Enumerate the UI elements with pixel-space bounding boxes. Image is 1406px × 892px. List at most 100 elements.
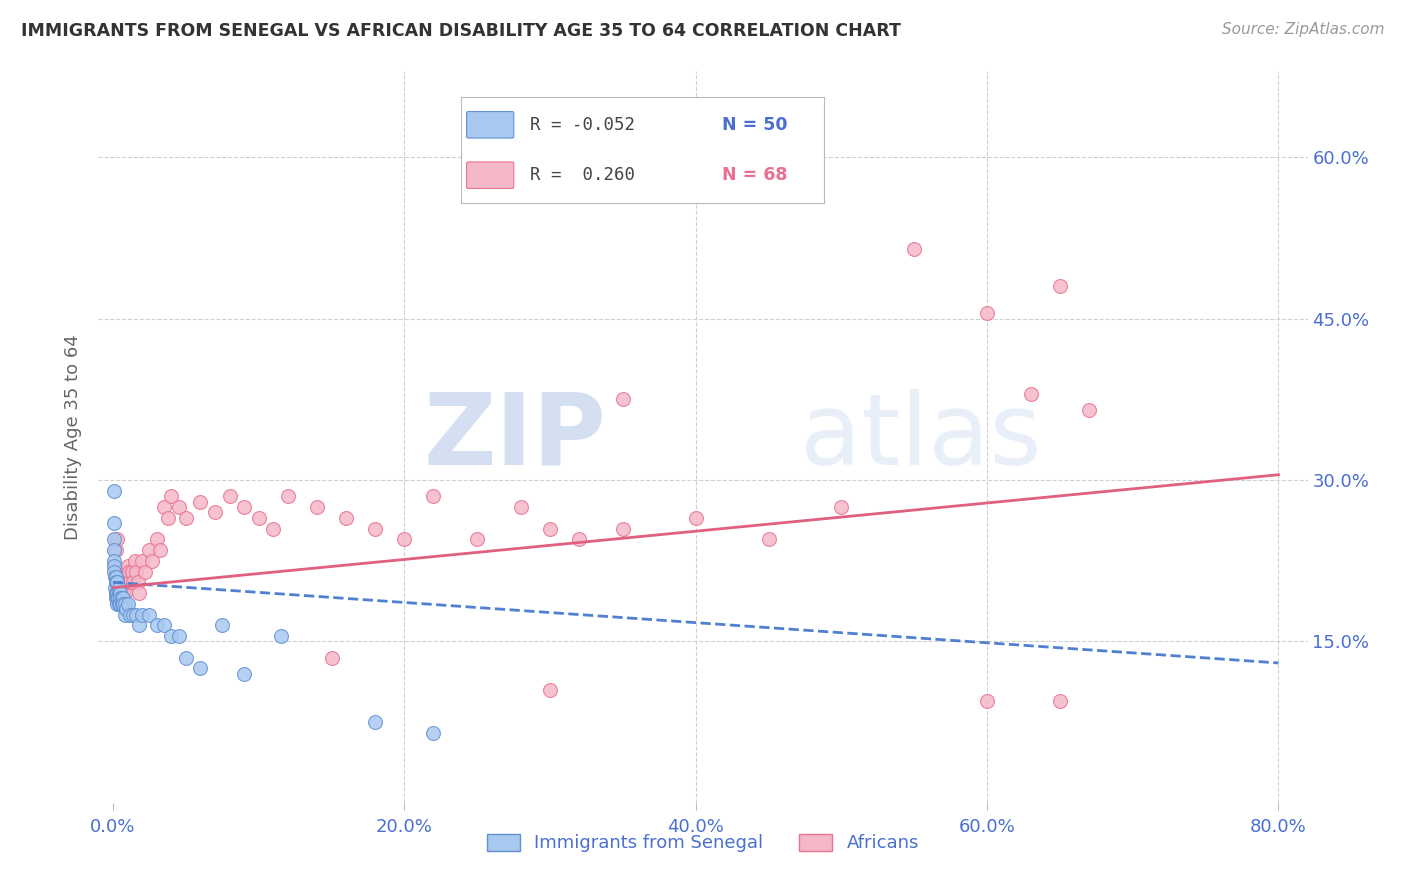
Point	[568, 533, 591, 547]
Point	[167, 629, 190, 643]
Point	[262, 521, 284, 535]
Point	[115, 602, 138, 616]
Point	[612, 521, 634, 535]
Point	[131, 607, 153, 622]
Point	[167, 500, 190, 514]
Point	[112, 597, 135, 611]
Point	[145, 533, 167, 547]
Point	[1049, 279, 1071, 293]
Point	[538, 682, 561, 697]
Point	[121, 565, 143, 579]
Text: ZIP: ZIP	[423, 389, 606, 485]
Point	[105, 597, 128, 611]
Point	[160, 489, 183, 503]
Point	[903, 242, 925, 256]
Point	[108, 581, 131, 595]
Point	[127, 575, 149, 590]
Point	[108, 586, 131, 600]
Point	[114, 586, 136, 600]
Point	[104, 575, 127, 590]
Point	[103, 543, 125, 558]
Point	[364, 715, 387, 730]
Point	[976, 693, 998, 707]
Point	[103, 559, 125, 574]
Point	[103, 516, 125, 530]
Point	[233, 500, 256, 514]
Point	[117, 570, 139, 584]
Point	[422, 726, 444, 740]
Point	[125, 607, 148, 622]
Point	[685, 510, 707, 524]
Point	[110, 586, 132, 600]
Point	[105, 533, 128, 547]
Point	[105, 586, 128, 600]
Point	[103, 559, 125, 574]
Point	[190, 494, 212, 508]
Point	[211, 618, 233, 632]
Point	[758, 533, 780, 547]
Text: Source: ZipAtlas.com: Source: ZipAtlas.com	[1222, 22, 1385, 37]
Point	[114, 607, 136, 622]
Y-axis label: Disability Age 35 to 64: Disability Age 35 to 64	[65, 334, 83, 540]
Point	[233, 666, 256, 681]
Point	[118, 565, 141, 579]
Point	[190, 661, 212, 675]
Point	[509, 500, 531, 514]
Point	[110, 591, 132, 606]
Point	[270, 629, 292, 643]
Point	[104, 586, 127, 600]
Point	[138, 543, 160, 558]
Point	[218, 489, 240, 503]
Point	[103, 483, 125, 498]
Point	[110, 591, 132, 606]
Point	[204, 505, 226, 519]
Point	[104, 586, 127, 600]
Point	[394, 533, 416, 547]
Point	[120, 575, 142, 590]
Point	[128, 586, 150, 600]
Point	[114, 597, 136, 611]
Point	[111, 597, 134, 611]
Point	[105, 575, 128, 590]
Point	[110, 565, 132, 579]
Point	[174, 650, 197, 665]
Point	[125, 565, 148, 579]
Point	[103, 554, 125, 568]
Point	[117, 559, 139, 574]
Point	[131, 554, 153, 568]
Point	[364, 521, 387, 535]
Point	[112, 591, 135, 606]
Point	[1078, 403, 1101, 417]
Point	[103, 533, 125, 547]
Point	[305, 500, 328, 514]
Point	[976, 306, 998, 320]
Point	[149, 543, 172, 558]
Point	[138, 607, 160, 622]
Point	[110, 597, 132, 611]
Point	[134, 565, 156, 579]
Point	[830, 500, 852, 514]
Point	[120, 607, 142, 622]
Point	[422, 489, 444, 503]
Point	[104, 570, 127, 584]
Point	[108, 597, 131, 611]
Point	[115, 565, 138, 579]
Point	[335, 510, 357, 524]
Point	[465, 533, 488, 547]
Point	[117, 597, 139, 611]
Point	[104, 591, 127, 606]
Point	[112, 575, 135, 590]
Point	[247, 510, 270, 524]
Point	[105, 575, 128, 590]
Point	[1049, 693, 1071, 707]
Point	[104, 581, 127, 595]
Point	[145, 618, 167, 632]
Point	[124, 554, 146, 568]
Point	[174, 510, 197, 524]
Point	[321, 650, 343, 665]
Point	[128, 618, 150, 632]
Point	[108, 586, 131, 600]
Point	[153, 618, 176, 632]
Point	[105, 591, 128, 606]
Point	[538, 521, 561, 535]
